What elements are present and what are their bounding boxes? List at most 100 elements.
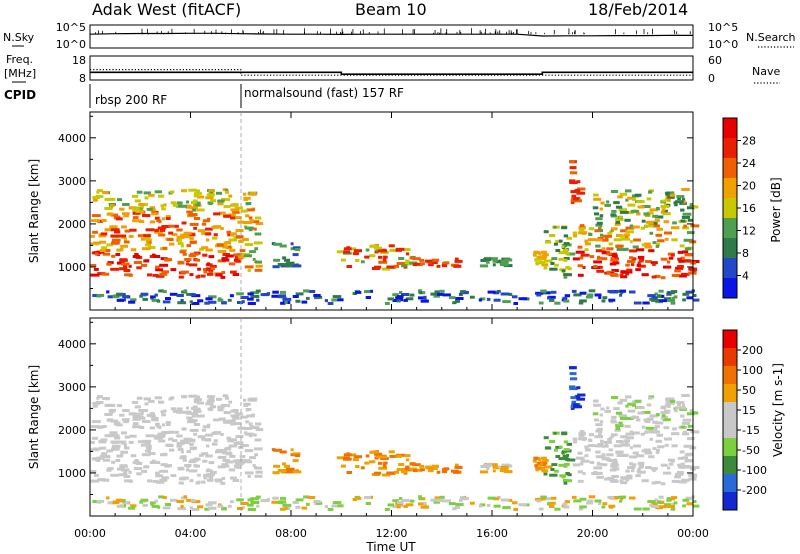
colorbar-swatch [723,438,737,457]
velocity-cell [273,464,281,468]
power-cell [236,292,244,296]
velocity-cell [469,501,475,505]
power-cell [230,270,237,274]
velocity-cell [404,468,412,472]
velocity-cell [246,414,255,418]
power-cell [180,299,184,302]
power-cell [250,295,260,298]
power-cell [121,262,130,266]
velocity-cell [327,508,334,511]
power-cell [405,297,414,301]
power-cell [92,198,98,202]
velocity-cell [686,502,693,506]
velocity-cell [190,499,196,503]
velocity-cell [332,501,342,505]
velocity-cell [140,498,149,502]
velocity-cell [563,479,572,483]
power-cell [585,295,593,299]
velocity-cell [186,416,193,420]
velocity-cell [403,504,408,508]
power-cell [636,263,641,267]
power-cell [245,214,250,218]
power-cell [392,299,399,302]
velocity-cell [110,434,120,438]
velocity-cbar-label: Velocity [m s-1] [771,363,785,457]
power-cell [612,254,618,258]
velocity-cell [208,501,217,505]
velocity-cell [584,448,591,452]
power-cell [612,261,620,265]
power-cell [549,234,556,237]
power-cell [540,250,547,254]
power-cell [353,249,362,253]
power-cell [222,188,228,192]
power-cell [176,201,183,205]
velocity-cell [116,454,123,458]
power-cell [101,219,107,222]
velocity-cell [238,461,245,465]
power-cell [205,297,213,301]
power-cell [284,263,292,267]
velocity-cell [652,420,659,424]
power-cell [207,272,214,276]
velocity-cell [542,459,549,463]
power-cell [662,212,671,216]
velocity-cell [647,500,656,504]
velocity-cell [201,452,209,456]
power-cell [542,253,549,257]
power-cell [225,254,234,258]
power-cell [453,264,462,268]
velocity-cell [595,423,603,427]
power-cell [573,199,582,203]
velocity-cell [374,456,379,460]
power-cell [216,191,223,195]
velocity-cell [401,470,408,474]
velocity-cell [664,443,669,447]
velocity-cell [217,449,224,453]
power-cell [111,238,121,242]
noise-tick-bottom-left: 10^0 [56,38,86,51]
power-cell [569,160,576,164]
power-cell [631,225,640,229]
power-cell [227,298,232,302]
velocity-cell [558,445,563,449]
power-cell [193,217,201,220]
power-cell [660,257,668,261]
power-cell [483,258,492,261]
power-cell [93,267,99,271]
velocity-cell [680,425,686,429]
velocity-cell [563,464,568,468]
velocity-cell [201,428,207,432]
power-cell [625,263,630,267]
velocity-cell [584,454,589,458]
velocity-cell [595,455,603,459]
power-cell [241,300,245,304]
velocity-cell [249,456,256,460]
power-cell [442,293,451,297]
velocity-cell [615,426,620,430]
velocity-cell [618,414,627,418]
velocity-cell [139,500,144,504]
power-cell [636,248,645,252]
velocity-cell [579,462,584,466]
power-cell [229,294,234,298]
velocity-cell [636,469,641,473]
velocity-cell [578,434,585,438]
velocity-cell [430,498,439,502]
power-cell [553,225,557,229]
velocity-cell [255,428,264,432]
power-cell [186,292,194,296]
power-cell [228,238,238,242]
power-cell [601,238,609,242]
power-cell [139,294,144,298]
velocity-cell [555,445,562,449]
velocity-cell [221,507,227,511]
velocity-cell [228,468,236,472]
velocity-cell [148,452,156,455]
power-cell [384,302,390,305]
power-cell [106,243,113,247]
velocity-cell [102,458,111,462]
power-cell [213,233,218,237]
power-cell [386,265,395,269]
